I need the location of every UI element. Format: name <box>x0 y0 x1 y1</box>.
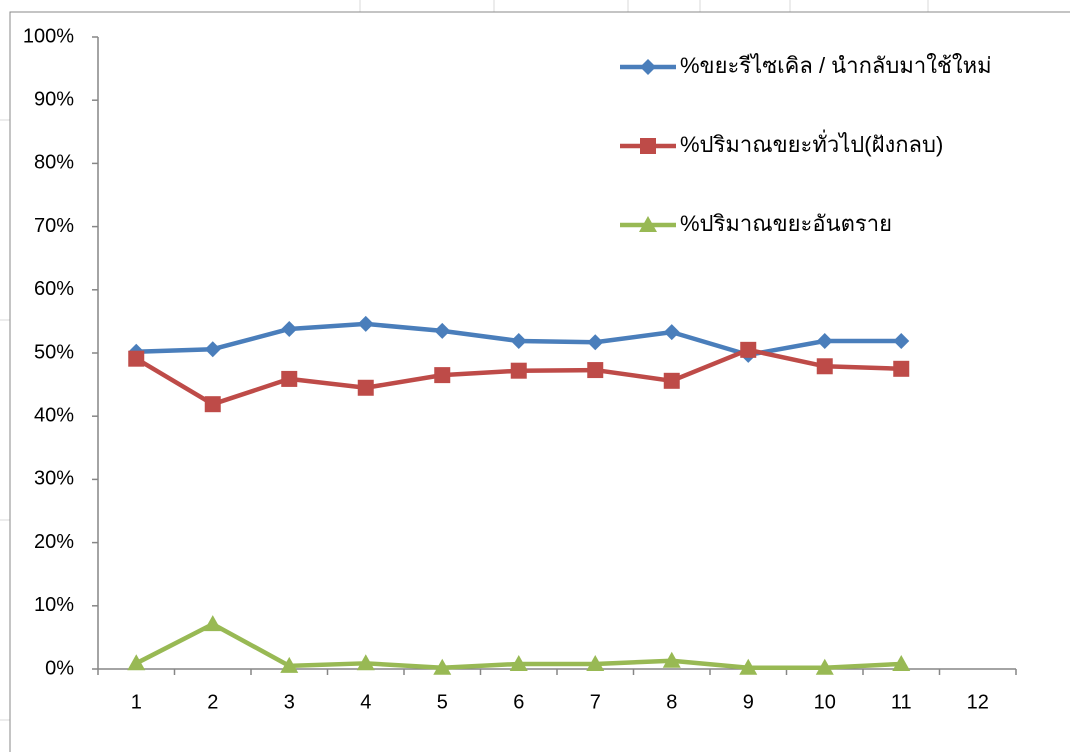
marker <box>893 360 910 377</box>
x-tick-label: 2 <box>207 691 218 713</box>
marker <box>356 654 375 671</box>
x-tick-label: 8 <box>666 691 677 713</box>
y-tick-label: 50% <box>34 341 74 363</box>
marker <box>640 59 656 75</box>
legend-label: %ปริมาณขยะทั่วไป(ฝังกลบ) <box>680 129 943 157</box>
legend: %ขยะรีไซเคิล / นำกลับมาใช้ใหม่ %ปริมาณขยะ… <box>620 53 992 236</box>
x-tick-label: 1 <box>131 691 142 713</box>
marker <box>509 654 528 671</box>
marker <box>127 654 146 671</box>
marker <box>639 216 657 232</box>
marker <box>434 367 451 384</box>
x-tick-label: 11 <box>891 691 912 713</box>
x-tick-label: 12 <box>967 691 989 713</box>
y-tick-label: 70% <box>34 215 74 237</box>
marker <box>281 370 298 387</box>
x-tick-label: 7 <box>590 691 601 713</box>
sheet-grid <box>0 0 929 721</box>
y-tick-label: 40% <box>34 404 74 426</box>
marker <box>662 651 681 668</box>
marker <box>434 322 451 339</box>
y-tick-label: 10% <box>34 594 74 616</box>
marker <box>893 332 910 349</box>
legend-label: %ขยะรีไซเคิล / นำกลับมาใช้ใหม่ <box>680 53 992 78</box>
marker <box>433 658 452 675</box>
marker <box>357 379 374 396</box>
chart-border <box>9 11 1070 752</box>
y-tick-label: 0% <box>45 657 74 679</box>
marker <box>640 138 656 154</box>
marker <box>586 654 605 671</box>
marker <box>663 324 680 341</box>
marker <box>663 372 680 389</box>
marker <box>128 350 145 367</box>
y-tick-label: 60% <box>34 278 74 300</box>
marker <box>892 654 911 671</box>
marker <box>816 332 833 349</box>
x-tick-label: 10 <box>814 691 836 713</box>
legend-label: %ปริมาณขยะอันตราย <box>680 211 892 236</box>
marker <box>203 615 222 632</box>
marker <box>281 320 298 337</box>
y-tick-label: 20% <box>34 531 74 553</box>
marker <box>587 334 604 351</box>
y-tick-label: 80% <box>34 152 74 174</box>
y-tick-label: 100% <box>23 25 74 47</box>
y-tick-label: 30% <box>34 468 74 490</box>
x-tick-label: 9 <box>743 691 754 713</box>
marker <box>510 332 527 349</box>
marker <box>739 658 758 675</box>
marker <box>204 396 221 413</box>
y-tick-label: 90% <box>34 88 74 110</box>
marker <box>815 658 834 675</box>
x-tick-label: 6 <box>513 691 524 713</box>
x-tick-label: 4 <box>360 691 371 713</box>
marker <box>740 341 757 358</box>
marker <box>816 358 833 375</box>
marker <box>280 656 299 673</box>
marker <box>357 315 374 332</box>
marker <box>510 362 527 379</box>
marker <box>204 341 221 358</box>
x-tick-label: 5 <box>437 691 448 713</box>
marker <box>587 362 604 379</box>
x-tick-label: 3 <box>284 691 295 713</box>
